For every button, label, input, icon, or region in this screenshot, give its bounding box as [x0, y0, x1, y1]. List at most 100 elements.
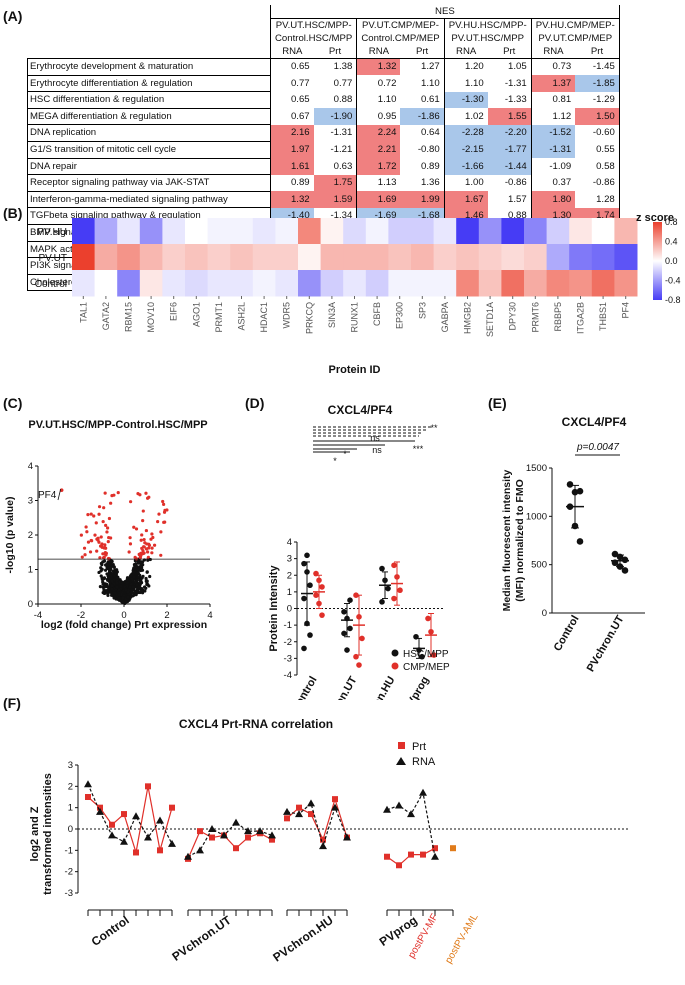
prt-marker: [245, 834, 251, 841]
nes-value: 1.61: [269, 158, 314, 175]
significance-label: ***: [413, 444, 424, 454]
y-tick-label: 500: [531, 560, 547, 571]
colorbar-tick: 0.8: [665, 217, 678, 227]
intensity-point: [385, 585, 391, 592]
nes-value: 1.10: [443, 75, 488, 92]
heatmap-col-label: EIF6: [169, 302, 179, 321]
volcano-point: [137, 552, 141, 556]
category-label: PVprog: [402, 675, 432, 701]
volcano-point: [112, 493, 116, 497]
prt-marker: [432, 845, 438, 852]
heatmap-cell: [298, 218, 322, 245]
volcano-point: [139, 565, 143, 569]
volcano-point: [151, 535, 155, 540]
nes-value: -1.44: [487, 158, 532, 175]
intensity-point: [341, 609, 347, 615]
panel-f-label: (F): [3, 695, 21, 711]
nes-value: 0.67: [269, 108, 314, 125]
heatmap-cell: [546, 244, 570, 271]
volcano-point: [128, 585, 132, 589]
intensity-point: [301, 595, 307, 602]
heatmap-cell: [614, 270, 638, 297]
heatmap-cell: [207, 244, 231, 271]
volcano-xlabel: log2 (fold change) Prt expression: [41, 619, 207, 631]
volcano-point: [88, 550, 93, 554]
volcano-point: [115, 570, 119, 574]
heatmap-cell: [94, 270, 118, 297]
nes-value: 1.72: [356, 158, 401, 175]
heatmap-cell: [456, 244, 480, 271]
rna-marker: [184, 852, 192, 860]
nes-value: -2.20: [487, 124, 532, 142]
volcano-point: [106, 588, 110, 592]
volcano-point: [161, 499, 165, 504]
volcano-point: [97, 512, 101, 516]
mfi-ylabel: (MFI) normalized to FMO: [514, 479, 526, 602]
category-label: PVchron.UT: [318, 674, 360, 700]
volcano-point: [126, 590, 130, 594]
panel-e-label: (E): [488, 395, 507, 411]
heatmap-col-label: PF4: [621, 302, 631, 319]
mfi-point: [576, 538, 584, 545]
nes-value: -0.80: [400, 141, 445, 159]
heatmap-cell: [501, 270, 525, 297]
intensity-point: [359, 635, 365, 642]
heatmap-cell: [501, 218, 525, 245]
x-tick-label: 0: [121, 610, 126, 621]
nes-value: 1.10: [356, 91, 401, 109]
legend-prt-marker: [398, 742, 405, 749]
rna-marker: [419, 788, 427, 796]
comparison-label: PV.HU.CMP/MEP-: [530, 18, 620, 32]
pathway-name: MEGA differentiation & regulation: [27, 107, 271, 126]
pathway-name: Erythrocyte development & maturation: [27, 58, 271, 76]
volcano-point: [102, 591, 107, 596]
nes-value: 0.61: [400, 91, 445, 109]
prt-marker: [121, 811, 127, 818]
y-tick-label: 1500: [526, 463, 547, 474]
nes-value: 2.16: [269, 124, 314, 142]
y-tick-label: 1: [68, 803, 73, 814]
volcano-point: [145, 570, 149, 574]
volcano-point: [142, 537, 146, 542]
nes-value: 2.24: [356, 124, 401, 142]
volcano-point: [159, 553, 163, 557]
y-tick-label: 2: [287, 570, 292, 581]
volcano-point: [124, 587, 128, 592]
nes-value: -1.31: [313, 124, 358, 142]
volcano-point: [94, 521, 98, 525]
heatmap-cell: [117, 218, 141, 245]
rna-marker: [431, 852, 439, 860]
pf4-annotation-line: [57, 489, 62, 501]
volcano-point: [86, 540, 91, 544]
heatmap-col-label: GATA2: [101, 302, 111, 330]
nes-value: 1.69: [356, 191, 401, 208]
category-label: Control: [290, 675, 320, 701]
y-tick-label: 3: [28, 496, 33, 507]
intensity-point: [379, 599, 385, 605]
heatmap-cell: [230, 244, 254, 271]
prt-marker: [269, 836, 275, 843]
volcano-point: [140, 533, 144, 537]
volcano-point: [134, 527, 139, 531]
volcano-title: PV.UT.HSC/MPP-Control.HSC/MPP: [28, 419, 207, 431]
nes-value: 1.32: [356, 58, 401, 76]
volcano-point: [157, 512, 161, 516]
volcano-point: [139, 538, 143, 542]
y-tick-label: 1: [287, 587, 292, 598]
volcano-point: [138, 556, 142, 560]
volcano-point: [101, 519, 105, 524]
volcano-point: [100, 545, 104, 549]
volcano-point: [104, 523, 108, 527]
header-row: NES: [28, 5, 620, 19]
volcano-point: [103, 543, 107, 547]
heatmap-col-label: ASH2L: [237, 302, 247, 331]
volcano-point: [105, 530, 109, 534]
rna-marker: [84, 780, 92, 788]
heatmap-cell: [591, 218, 615, 245]
heatmap-cell: [252, 270, 276, 297]
heatmap-cell: [185, 244, 209, 271]
heatmap-cell: [569, 218, 593, 245]
subheader-prt: Prt: [575, 45, 620, 59]
prt-marker: [384, 853, 390, 860]
volcano-point: [110, 593, 114, 597]
